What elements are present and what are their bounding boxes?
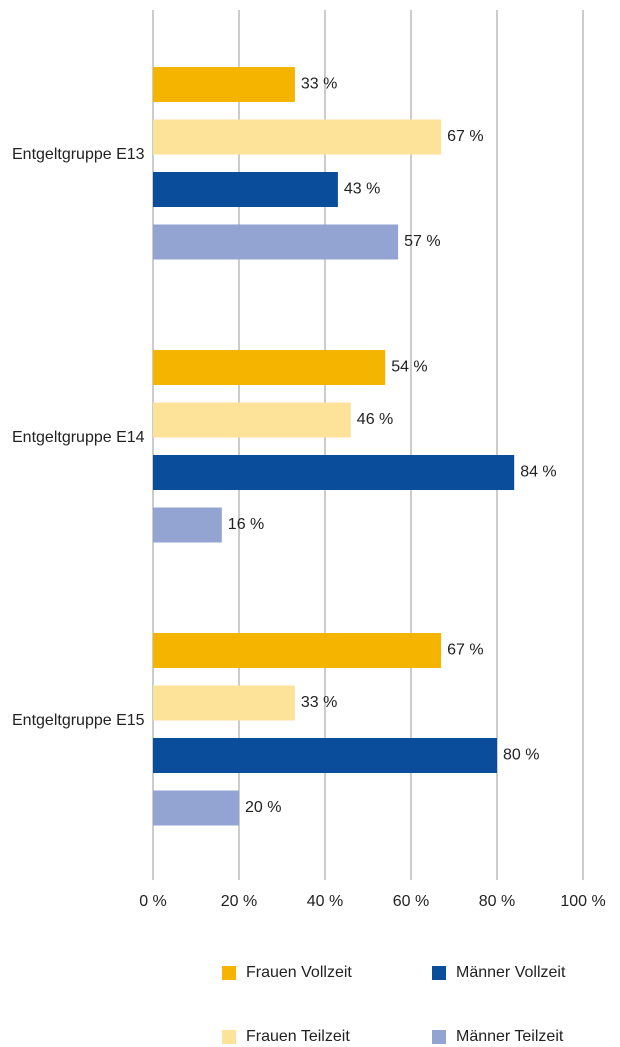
value-label: 67 % [447, 642, 483, 659]
value-label: 80 % [503, 747, 539, 764]
value-label: 84 % [520, 464, 556, 481]
bar [153, 685, 295, 721]
category-label: Entgeltgruppe E15 [12, 712, 145, 729]
x-tick-label: 80 % [479, 893, 515, 910]
value-label: 16 % [228, 516, 264, 533]
bar [153, 738, 497, 773]
x-tick-label: 20 % [221, 893, 257, 910]
legend-label: Frauen Vollzeit [246, 964, 352, 981]
bar [153, 350, 386, 385]
bar [153, 455, 515, 490]
value-label: 46 % [357, 411, 393, 428]
value-label: 54 % [391, 359, 427, 376]
legend-swatch [432, 966, 446, 980]
legend-swatch [432, 1030, 446, 1044]
value-label: 33 % [301, 694, 337, 711]
x-tick-label: 0 % [139, 893, 167, 910]
x-tick-label: 40 % [307, 893, 343, 910]
bar [153, 224, 399, 260]
bar [153, 633, 442, 668]
bar [153, 67, 295, 102]
value-label: 67 % [447, 128, 483, 145]
value-label: 43 % [344, 181, 380, 198]
bar [153, 507, 222, 543]
category-label: Entgeltgruppe E14 [12, 429, 145, 446]
category-label: Entgeltgruppe E13 [12, 146, 145, 163]
legend-label: Männer Teilzeit [456, 1028, 564, 1045]
value-label: 57 % [404, 233, 440, 250]
bar [153, 402, 351, 438]
bar [153, 119, 442, 155]
legend-swatch [222, 966, 236, 980]
bar [153, 172, 338, 207]
value-label: 20 % [245, 799, 281, 816]
value-label: 33 % [301, 76, 337, 93]
x-tick-label: 100 % [560, 893, 605, 910]
legend-swatch [222, 1030, 236, 1044]
legend-label: Männer Vollzeit [456, 964, 566, 981]
bar [153, 790, 239, 826]
x-tick-label: 60 % [393, 893, 429, 910]
legend-label: Frauen Teilzeit [246, 1028, 350, 1045]
